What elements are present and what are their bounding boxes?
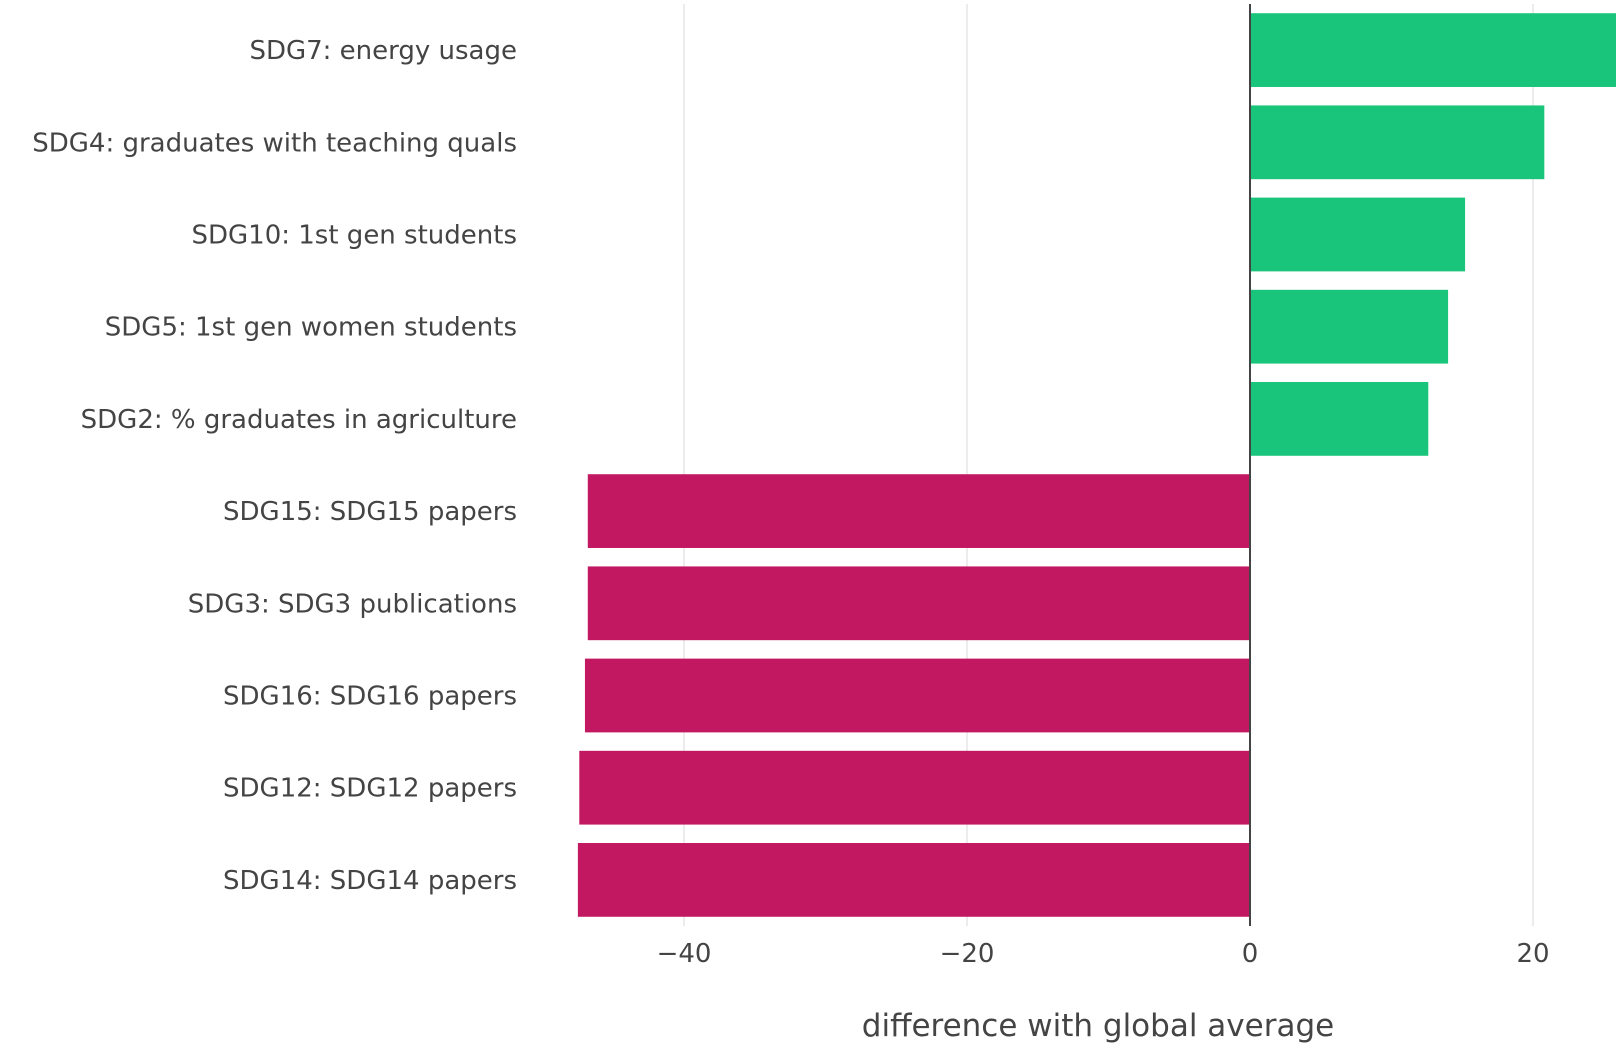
category-label: SDG14: SDG14 papers	[223, 866, 517, 896]
bar	[1250, 289, 1449, 364]
category-label: SDG5: 1st gen women students	[105, 313, 517, 343]
category-label: SDG4: graduates with teaching quals	[32, 128, 517, 158]
x-tick-label: −20	[940, 939, 995, 969]
bar	[584, 658, 1250, 733]
category-label: SDG7: energy usage	[249, 36, 517, 66]
bar	[587, 566, 1250, 641]
x-tick-label: 20	[1516, 939, 1549, 969]
category-label: SDG16: SDG16 papers	[223, 682, 517, 712]
category-label: SDG3: SDG3 publications	[188, 589, 517, 619]
x-axis-title: difference with global average	[862, 1008, 1334, 1044]
category-label: SDG15: SDG15 papers	[223, 497, 517, 527]
category-label: SDG12: SDG12 papers	[223, 774, 517, 804]
x-tick-label: 0	[1242, 939, 1259, 969]
bar	[1250, 105, 1545, 180]
category-label: SDG2: % graduates in agriculture	[81, 405, 517, 435]
bar	[1250, 197, 1466, 272]
bar	[579, 750, 1250, 825]
bar	[577, 843, 1250, 917]
x-axis-ticks: −40 −20 0 20	[657, 939, 1550, 969]
category-label: SDG10: 1st gen students	[191, 221, 517, 251]
bar	[587, 474, 1250, 548]
bar	[1250, 382, 1429, 456]
x-tick-label: −40	[657, 939, 712, 969]
bar	[1250, 13, 1616, 87]
category-labels: SDG7: energy usage SDG4: graduates with t…	[32, 36, 517, 896]
bars	[577, 13, 1616, 917]
